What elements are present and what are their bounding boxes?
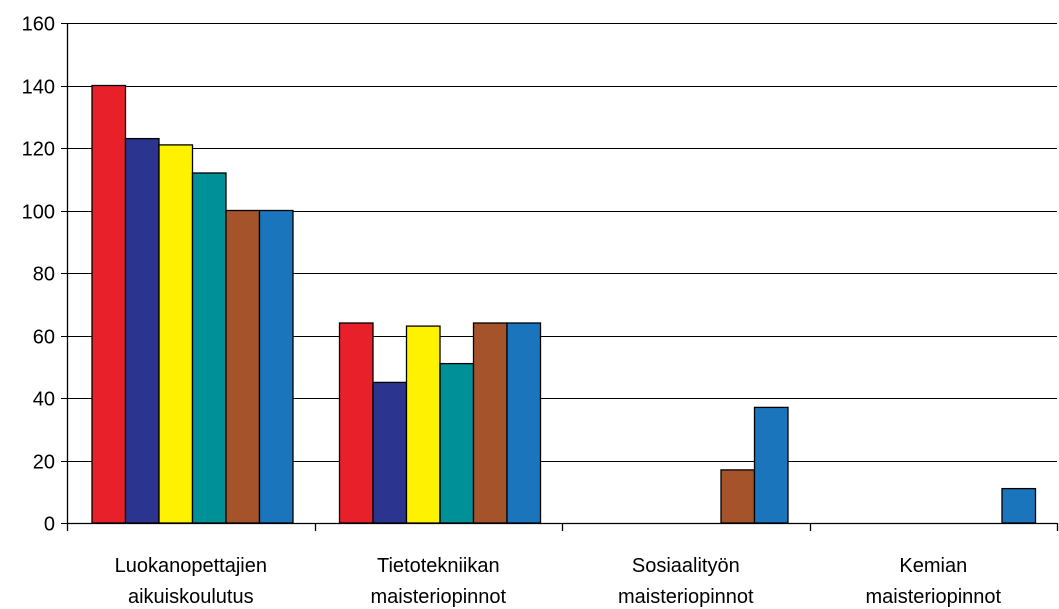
bar — [124, 137, 160, 524]
bar — [191, 172, 227, 524]
y-tick-label: 140 — [22, 77, 55, 99]
bar — [372, 381, 408, 524]
y-tick-label: 120 — [22, 139, 55, 161]
bar — [506, 322, 542, 524]
y-axis-ticks: 0 20 40 60 80 100 120 140 160 — [22, 14, 67, 536]
x-category-label: aikuiskoulutus — [128, 586, 254, 608]
y-tick-label: 100 — [22, 202, 55, 224]
y-tick-label: 20 — [33, 452, 55, 474]
bar — [225, 209, 261, 524]
y-tick-label: 0 — [44, 514, 55, 536]
bar — [753, 406, 789, 524]
x-category-label: maisteriopinnot — [865, 586, 1001, 608]
y-tick-label: 40 — [33, 389, 55, 411]
bar — [720, 469, 756, 524]
axes — [66, 23, 1059, 531]
x-category-label: Kemian — [899, 555, 967, 577]
bar — [405, 325, 441, 524]
bar — [158, 144, 194, 524]
x-category-label: maisteriopinnot — [370, 586, 506, 608]
bar — [338, 322, 374, 524]
bar — [91, 84, 127, 524]
bar — [439, 362, 475, 524]
bar — [258, 209, 294, 524]
x-category-label: Sosiaalityön — [632, 555, 740, 577]
y-tick-label: 160 — [22, 14, 55, 36]
y-tick-label: 60 — [33, 327, 55, 349]
bar — [472, 322, 508, 524]
y-tick-label: 80 — [33, 264, 55, 286]
x-axis-labels: Luokanopettajien aikuiskoulutus Tietotekni… — [115, 555, 1002, 608]
x-category-label: maisteriopinnot — [618, 586, 754, 608]
bar — [1001, 487, 1037, 524]
x-category-label: Luokanopettajien — [115, 555, 267, 577]
x-category-label: Tietotekniikan — [377, 555, 500, 577]
bars — [91, 84, 1037, 524]
